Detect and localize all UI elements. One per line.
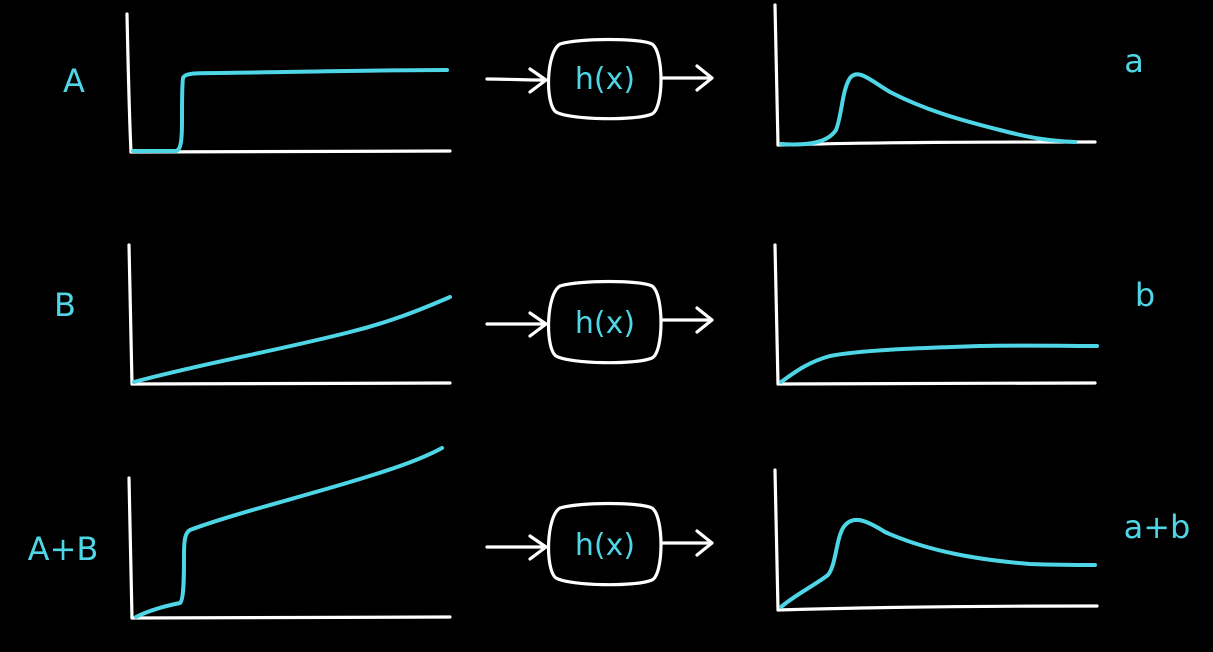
row-1: A h(x) a [63, 3, 1144, 154]
input-label-a-upper: A [63, 62, 85, 100]
x-axis [130, 615, 452, 620]
arrow-out-2 [661, 306, 714, 334]
system-box-3[interactable]: h(x) [547, 501, 663, 587]
row-3: A+B h(x) a+b [28, 446, 1191, 620]
input-axes-1 [125, 12, 452, 154]
output-axes-3 [773, 468, 1099, 612]
arrow-out-1 [661, 64, 714, 92]
system-box-1[interactable]: h(x) [547, 37, 663, 121]
output-axes-2 [773, 243, 1097, 386]
system-label: h(x) [575, 62, 635, 97]
arrow-in-3 [485, 534, 548, 561]
output-curve-impulse [779, 72, 1077, 147]
y-axis [125, 12, 133, 154]
system-label: h(x) [575, 306, 635, 341]
y-axis [773, 243, 780, 386]
y-axis [773, 3, 780, 147]
x-axis [776, 140, 1097, 147]
row-2: B h(x) b [54, 243, 1155, 386]
input-curve-step [131, 68, 449, 153]
input-axes-2 [127, 243, 452, 386]
x-axis [776, 381, 1097, 386]
system-label: h(x) [575, 528, 635, 563]
input-curve-ramp [132, 295, 452, 384]
y-axis [127, 243, 134, 386]
arrow-in-2 [485, 311, 548, 338]
x-axis [776, 604, 1099, 612]
x-axis [130, 381, 452, 386]
input-axes-3 [127, 476, 452, 620]
output-curve-peak-plateau [779, 517, 1097, 609]
output-axes-1 [773, 3, 1097, 147]
output-label-a-plus-b-lower: a+b [1124, 508, 1191, 546]
input-curve-ramp-plus-step [134, 446, 444, 619]
output-label-b-lower: b [1135, 276, 1155, 314]
system-box-2[interactable]: h(x) [547, 279, 663, 365]
y-axis [127, 476, 134, 620]
y-axis [773, 468, 780, 612]
output-curve-plateau [779, 343, 1099, 384]
arrow-in-1 [485, 67, 548, 94]
output-label-a-lower: a [1124, 42, 1144, 80]
input-label-a-plus-b-upper: A+B [28, 530, 99, 568]
input-label-b-upper: B [54, 286, 76, 324]
arrow-out-3 [661, 529, 714, 557]
